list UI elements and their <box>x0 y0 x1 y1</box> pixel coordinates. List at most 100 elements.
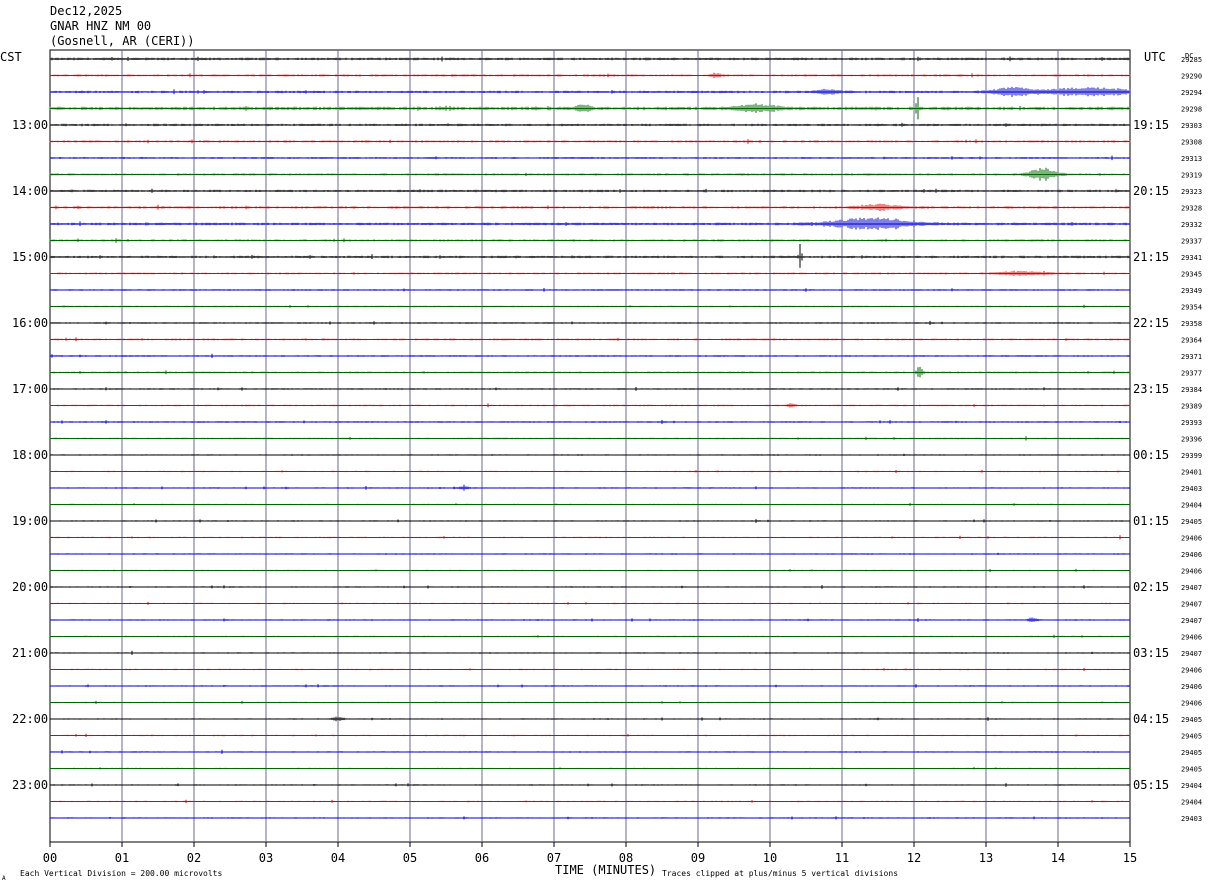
dc-value-label: 29407 <box>1181 650 1202 658</box>
x-tick-label: 04 <box>331 851 345 865</box>
dc-label: DC <box>1185 52 1193 60</box>
dc-value-label: 29308 <box>1181 139 1202 147</box>
trace-row <box>49 585 1131 589</box>
trace-row <box>49 188 1131 193</box>
dc-value-label: 29328 <box>1181 205 1202 213</box>
dc-value-label: 29406 <box>1181 568 1202 576</box>
left-hour-label: 20:00 <box>12 580 48 594</box>
trace-row <box>49 568 1131 572</box>
trace-row <box>49 403 1131 408</box>
x-tick-label: 08 <box>619 851 633 865</box>
dc-value-label: 29406 <box>1181 700 1202 708</box>
left-hour-label: 13:00 <box>12 118 48 132</box>
x-tick-label: 02 <box>187 851 201 865</box>
trace-row <box>49 535 1131 540</box>
x-tick-label: 01 <box>115 851 129 865</box>
dc-value-label: 29294 <box>1181 89 1202 97</box>
trace-row <box>49 155 1131 161</box>
dc-value-label: 29407 <box>1181 601 1202 609</box>
dc-value-label: 29358 <box>1181 320 1202 328</box>
trace-row <box>49 203 1131 211</box>
trace-row <box>49 238 1131 243</box>
x-tick-label: 07 <box>547 851 561 865</box>
dc-value-label: 29377 <box>1181 370 1202 378</box>
trace-row <box>49 304 1131 308</box>
left-hour-label: 22:00 <box>12 712 48 726</box>
dc-value-label: 29401 <box>1181 469 1202 477</box>
x-tick-label: 03 <box>259 851 273 865</box>
left-hour-label: 14:00 <box>12 184 48 198</box>
trace-row <box>49 668 1131 671</box>
dc-value-label: 29404 <box>1181 799 1202 807</box>
dc-value-label: 29406 <box>1181 535 1202 543</box>
header-location: (Gosnell, AR (CERI)) <box>50 34 195 48</box>
trace-row <box>49 634 1131 638</box>
trace-row <box>49 684 1131 688</box>
dc-value-label: 29405 <box>1181 716 1202 724</box>
dc-value-label: 29323 <box>1181 188 1202 196</box>
left-hour-label: 23:00 <box>12 778 48 792</box>
dc-value-label: 29407 <box>1181 617 1202 625</box>
trace-row <box>49 419 1131 424</box>
dc-value-label: 29303 <box>1181 122 1202 130</box>
right-hour-label: 22:15 <box>1133 316 1169 330</box>
trace-row <box>49 519 1131 523</box>
dc-value-label: 29371 <box>1181 353 1202 361</box>
trace-row <box>49 139 1131 144</box>
x-tick-label: 15 <box>1123 851 1137 865</box>
right-hour-label: 21:15 <box>1133 250 1169 264</box>
dc-value-label: 29389 <box>1181 403 1202 411</box>
trace-row <box>49 453 1131 456</box>
dc-value-label: 29313 <box>1181 155 1202 163</box>
dc-value-label: 29396 <box>1181 436 1202 444</box>
trace-row <box>49 244 1131 268</box>
trace-row <box>49 387 1131 391</box>
trace-row <box>49 337 1131 342</box>
dc-value-label: 29406 <box>1181 551 1202 559</box>
x-tick-label: 06 <box>475 851 489 865</box>
trace-row <box>49 816 1131 820</box>
trace-row <box>49 617 1131 622</box>
dc-value-label: 29384 <box>1181 386 1202 394</box>
dc-value-label: 29399 <box>1181 452 1202 460</box>
header-date: Dec12,2025 <box>50 4 123 18</box>
right-hour-label: 03:15 <box>1133 646 1169 660</box>
x-tick-label: 00 <box>43 851 57 865</box>
dc-value-label: 29364 <box>1181 337 1202 345</box>
trace-row <box>49 783 1131 787</box>
dc-value-label: 29345 <box>1181 271 1202 279</box>
x-tick-label: 13 <box>979 851 993 865</box>
x-tick-label: 14 <box>1051 851 1065 865</box>
trace-row <box>49 436 1131 441</box>
right-hour-label: 23:15 <box>1133 382 1169 396</box>
dc-value-label: 29405 <box>1181 749 1202 757</box>
clip-note: Traces clipped at plus/minus 5 vertical … <box>662 869 898 878</box>
dc-value-label: 29404 <box>1181 782 1202 790</box>
trace-row <box>49 799 1131 804</box>
dc-value-label: 29403 <box>1181 815 1202 823</box>
trace-row <box>49 56 1131 62</box>
dc-value-label: 29403 <box>1181 485 1202 493</box>
dc-value-label: 29406 <box>1181 634 1202 642</box>
scale-note: Each Vertical Division = 200.00 microvol… <box>20 869 222 878</box>
right-hour-label: 20:15 <box>1133 184 1169 198</box>
trace-row <box>49 270 1131 276</box>
dc-value-label: 29285 <box>1181 56 1202 64</box>
trace-row <box>49 217 1131 230</box>
right-hour-label: 00:15 <box>1133 448 1169 462</box>
trace-row <box>49 484 1131 491</box>
trace-row <box>49 97 1131 120</box>
x-tick-label: 12 <box>907 851 921 865</box>
dc-value-label: 29290 <box>1181 73 1202 81</box>
trace-row <box>49 167 1131 181</box>
dc-value-label: 29332 <box>1181 221 1202 229</box>
left-hour-label: 19:00 <box>12 514 48 528</box>
dc-value-label: 29319 <box>1181 172 1202 180</box>
dc-value-label: 29405 <box>1181 733 1202 741</box>
trace-row <box>49 700 1131 705</box>
trace-row <box>49 469 1131 473</box>
right-axis-label: UTC <box>1144 50 1166 64</box>
trace-row <box>49 86 1131 97</box>
x-tick-label: 10 <box>763 851 777 865</box>
